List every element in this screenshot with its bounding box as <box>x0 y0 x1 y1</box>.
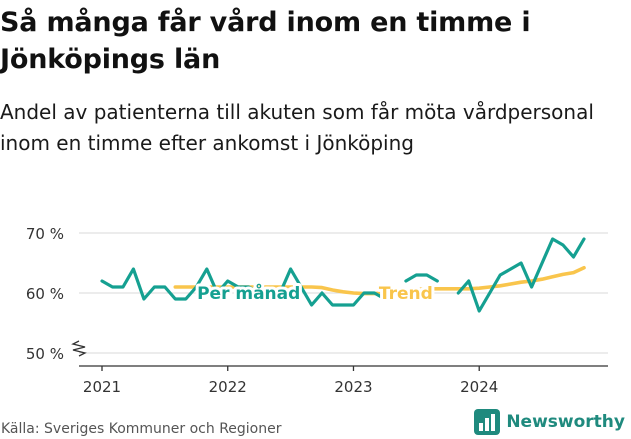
series-label-halo: Trend <box>379 284 433 304</box>
y-tick-label: 70 % <box>26 225 64 243</box>
source-note: Källa: Sveriges Kommuner och Regioner <box>1 421 282 437</box>
y-tick-label: 60 % <box>26 285 64 303</box>
x-tick-label: 2021 <box>83 378 121 396</box>
monthly-line <box>100 237 586 313</box>
monthly-series-label: Per månad <box>197 282 300 304</box>
chart-title: Så många får vård inom en timme i Jönköp… <box>0 7 531 75</box>
newsworthy-logo: Newsworthy <box>474 409 625 435</box>
chart-subtitle: Andel av patienterna till akuten som får… <box>0 100 594 155</box>
y-tick-label: 50 % <box>26 345 64 363</box>
y-axis-break-icon <box>71 340 87 357</box>
newsworthy-logo-text: Newsworthy <box>506 412 625 432</box>
newsworthy-logo-icon <box>474 409 501 435</box>
series-label-halo: Per månad <box>197 282 300 304</box>
x-tick-label: 2023 <box>334 378 372 396</box>
trend-series-label: Trend <box>379 284 433 304</box>
x-tick-label: 2022 <box>209 378 247 396</box>
x-tick-label: 2024 <box>460 378 498 396</box>
